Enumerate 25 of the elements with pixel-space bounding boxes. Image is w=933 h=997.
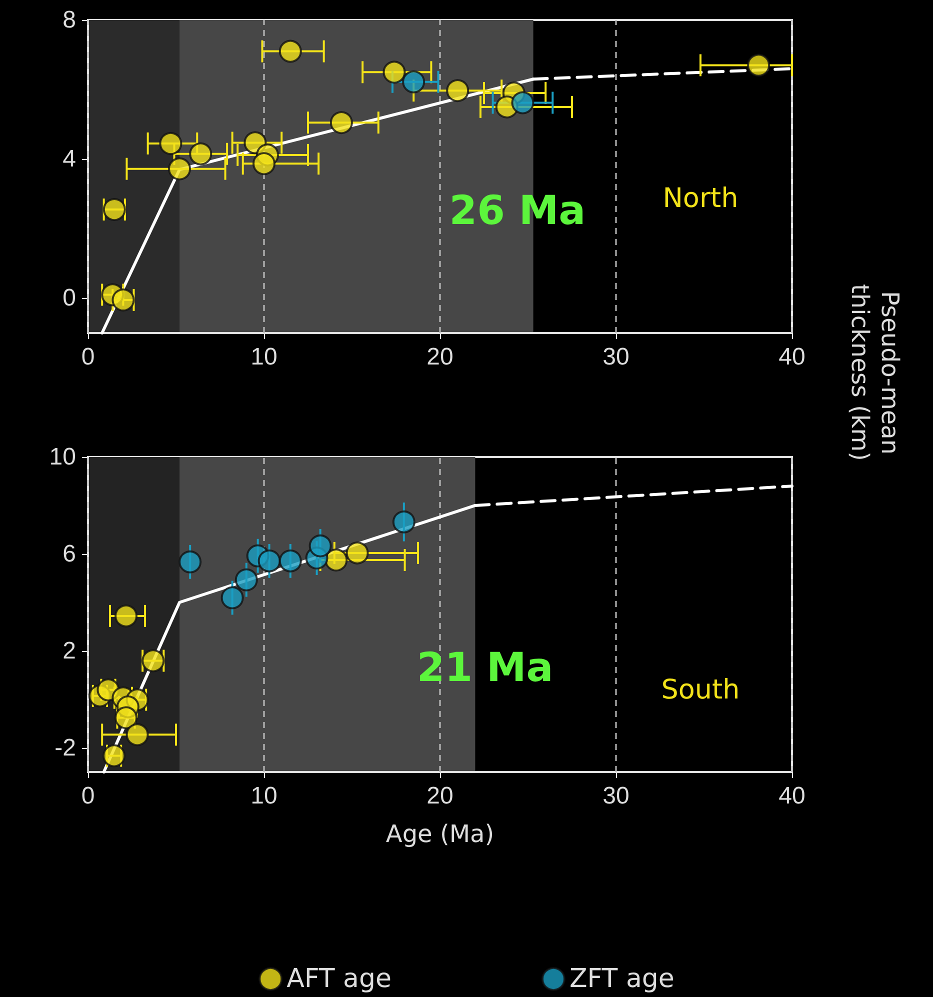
annotation: 26 Ma (449, 188, 586, 234)
annotation: North (662, 182, 738, 214)
x-tick-label: 10 (250, 782, 278, 810)
x-axis-title: Age (Ma) (386, 820, 494, 848)
y-tick-label: 2 (62, 637, 76, 664)
y-tick-label: 10 (49, 444, 76, 470)
x-tick-label: 0 (81, 344, 95, 370)
x-tick-label: 10 (250, 344, 278, 370)
x-tick-label: 40 (778, 344, 806, 370)
x-tick-label: 30 (602, 782, 630, 810)
x-tick-label: 20 (426, 782, 454, 810)
legend-label: AFT age (286, 964, 392, 994)
y-tick-label: 6 (62, 540, 76, 568)
annotation: 21 Ma (416, 645, 554, 692)
legend-label: ZFT age (569, 964, 674, 994)
y-tick-label: -2 (54, 734, 76, 762)
x-tick-label: 40 (778, 782, 806, 810)
y-tick-label: 8 (62, 6, 76, 34)
x-tick-label: 30 (602, 344, 630, 370)
y-tick-label: 0 (62, 284, 76, 312)
annotation: South (661, 674, 740, 706)
x-tick-label: 0 (81, 782, 95, 810)
y-axis-title: Pseudo-mean thickness (km) (845, 283, 905, 463)
y-tick-label: 4 (62, 146, 76, 173)
x-tick-label: 20 (426, 344, 454, 370)
